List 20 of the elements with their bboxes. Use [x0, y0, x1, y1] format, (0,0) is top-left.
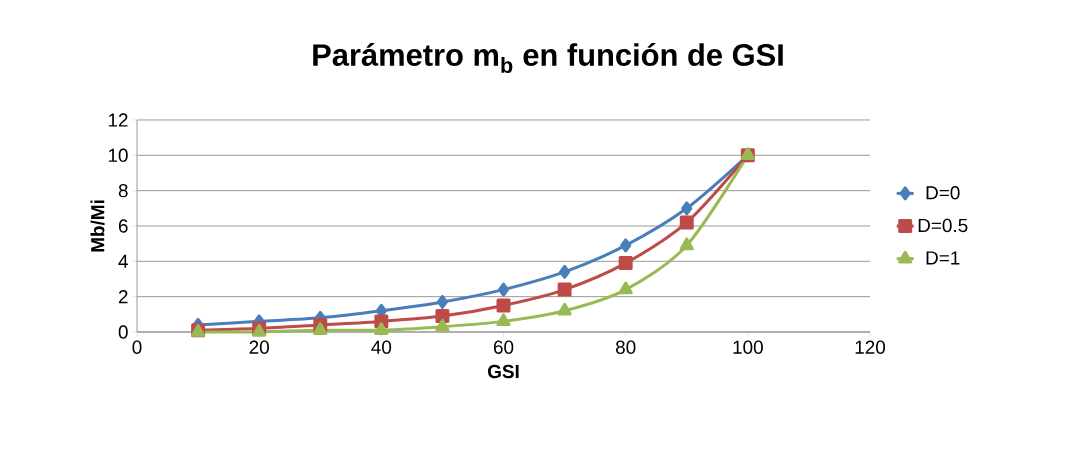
- y-tick-label: 8: [118, 183, 128, 198]
- y-axis-title: Mb/Mi: [90, 200, 105, 252]
- y-tick-label: 0: [118, 325, 128, 339]
- x-tick-label: 0: [132, 340, 142, 354]
- x-axis-title: GSI: [487, 364, 519, 379]
- x-tick-label: 40: [371, 340, 392, 354]
- x-tick-label: 20: [249, 340, 269, 354]
- y-tick-label: 12: [108, 113, 128, 127]
- x-tick-label: 120: [855, 340, 886, 354]
- chart-title: Parámetro m$_{b}$ en función de GSI: [313, 42, 783, 73]
- legend-label: D=0.5: [918, 218, 968, 233]
- x-tick-label: 80: [615, 340, 636, 354]
- legend-label: D=0: [926, 186, 960, 200]
- x-tick-label: 60: [493, 340, 514, 354]
- x-tick-label: 100: [733, 340, 763, 354]
- y-tick-label: 4: [118, 254, 128, 268]
- y-tick-label: 6: [118, 219, 128, 233]
- legend-label: D=1: [926, 251, 960, 265]
- y-tick-label: 2: [118, 290, 128, 304]
- y-tick-label: 10: [108, 148, 128, 163]
